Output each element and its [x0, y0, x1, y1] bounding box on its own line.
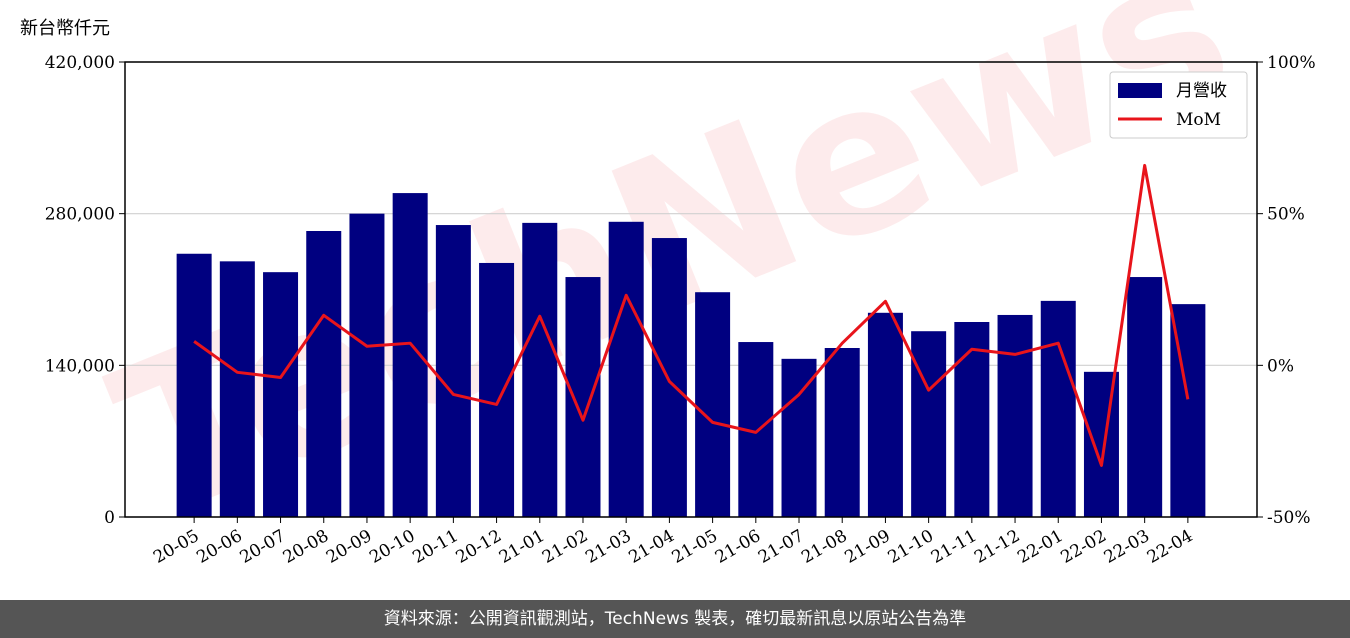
x-tick-label: 22-04 — [1144, 526, 1196, 568]
x-tick-label: 21-08 — [798, 526, 850, 568]
y-tick-label: 420,000 — [45, 53, 115, 73]
bar — [954, 322, 990, 517]
bar — [349, 213, 385, 517]
x-tick-label: 22-02 — [1058, 526, 1110, 568]
bar — [1083, 371, 1119, 517]
line — [193, 163, 1190, 467]
x-tick-label: 22-03 — [1101, 526, 1153, 568]
x-tick-label: 21-06 — [712, 526, 764, 568]
x-tick-label: 20-08 — [280, 526, 332, 568]
x-tick-label: 22-01 — [1014, 526, 1066, 568]
y-tick-label: 280,000 — [45, 205, 115, 225]
x-tick-label: 21-07 — [755, 526, 807, 568]
y2-tick-label: -50% — [1267, 508, 1311, 528]
bar — [392, 193, 428, 518]
bar — [522, 222, 558, 517]
x-tick-label: 21-11 — [928, 526, 980, 568]
y-axis-label: 新台幣仟元 — [20, 18, 110, 39]
bar — [1127, 277, 1163, 517]
x-tick-label: 21-05 — [669, 526, 721, 568]
footer: 資料來源：公開資訊觀測站，TechNews 製表，確切最新訊息以原站公告為準 — [0, 600, 1350, 638]
y-tick-label: 0 — [104, 508, 115, 528]
x-tick-label: 20-09 — [323, 526, 375, 568]
bar — [176, 253, 212, 517]
bar — [565, 277, 601, 517]
bar — [997, 314, 1033, 517]
plot-frame — [124, 61, 1258, 518]
x-tick-label: 21-03 — [582, 526, 634, 568]
bar — [651, 238, 687, 517]
bar — [435, 225, 471, 517]
legend-label: MoM — [1176, 110, 1221, 130]
y-tick-label: 140,000 — [45, 356, 115, 376]
bar — [608, 221, 644, 517]
x-tick-label: 21-01 — [496, 526, 548, 568]
x-tick-label: 21-09 — [841, 526, 893, 568]
y2-tick-label: 50% — [1267, 205, 1305, 225]
chart: 新台幣仟元 TechNews 0140,000280,000420,000-50… — [20, 0, 1316, 568]
x-tick-label: 20-12 — [453, 526, 505, 568]
x-tick-label: 21-12 — [971, 526, 1023, 568]
x-tick-label: 21-10 — [885, 526, 937, 568]
bar — [219, 261, 255, 517]
bar — [824, 348, 860, 517]
x-tick-label: 20-11 — [409, 526, 461, 568]
x-tick-label: 20-10 — [366, 526, 418, 568]
bar — [306, 231, 342, 517]
bar — [479, 262, 515, 517]
bar — [911, 331, 947, 517]
y2-tick-label: 100% — [1267, 53, 1316, 73]
bar — [781, 358, 817, 517]
bar — [695, 292, 731, 517]
bar — [263, 272, 299, 517]
legend-swatch — [1118, 83, 1162, 98]
bar — [867, 312, 903, 517]
bar — [1040, 300, 1076, 517]
x-tick-label: 21-02 — [539, 526, 591, 568]
x-tick-label: 21-04 — [625, 526, 677, 568]
y2-tick-label: 0% — [1267, 356, 1294, 376]
legend-label: 月營收 — [1176, 81, 1227, 101]
